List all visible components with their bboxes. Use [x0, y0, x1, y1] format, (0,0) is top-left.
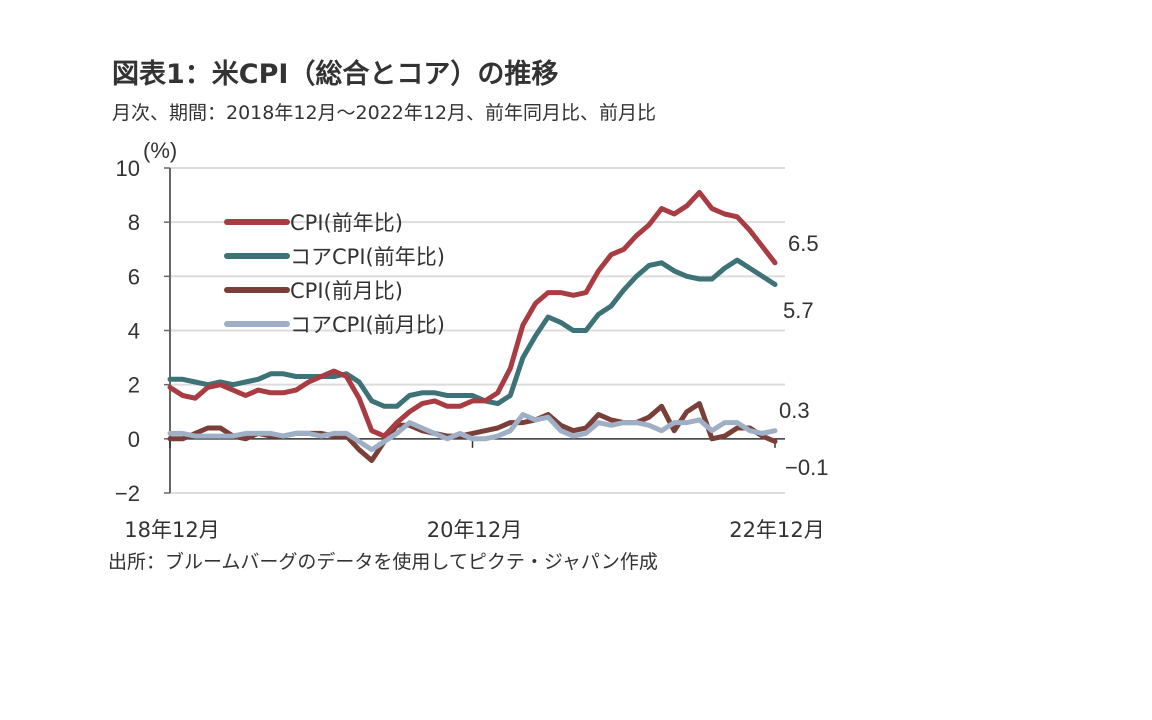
legend-label-3: コアCPI(前月比): [290, 313, 445, 337]
y-tick-label: 6: [128, 264, 140, 289]
y-tick-label: 0: [128, 427, 140, 452]
y-tick-label: 4: [128, 319, 140, 344]
y-tick-label: 2: [128, 373, 140, 398]
series-line-3: [167, 412, 778, 453]
chart-title: 図表1：米CPI（総合とコア）の推移: [112, 59, 559, 90]
end-label-0: 6.5: [788, 231, 819, 256]
end-label-1: 5.7: [783, 298, 814, 323]
chart-source: 出所：ブルームバーグのデータを使用してピクテ・ジャパン作成: [108, 551, 658, 573]
series-line-0: [167, 189, 778, 439]
x-tick-label: 20年12月: [427, 518, 522, 542]
legend-label-1: コアCPI(前年比): [290, 245, 445, 269]
chart-subtitle: 月次、期間：2018年12月～2022年12月、前年同月比、前月比: [112, 102, 657, 124]
end-label-3: 0.3: [779, 398, 810, 423]
x-tick-label: 22年12月: [729, 518, 824, 542]
legend-label-2: CPI(前月比): [290, 279, 403, 303]
series-line-1: [167, 257, 778, 409]
legend-label-0: CPI(前年比): [290, 211, 403, 235]
end-label-2: −0.1: [785, 455, 828, 480]
y-axis-unit: (%): [143, 138, 177, 163]
y-tick-label: −2: [115, 481, 140, 506]
y-tick-label: 8: [128, 210, 140, 235]
y-tick-label: 10: [116, 156, 140, 181]
x-tick-label: 18年12月: [124, 518, 219, 542]
series-line-2: [167, 401, 778, 463]
